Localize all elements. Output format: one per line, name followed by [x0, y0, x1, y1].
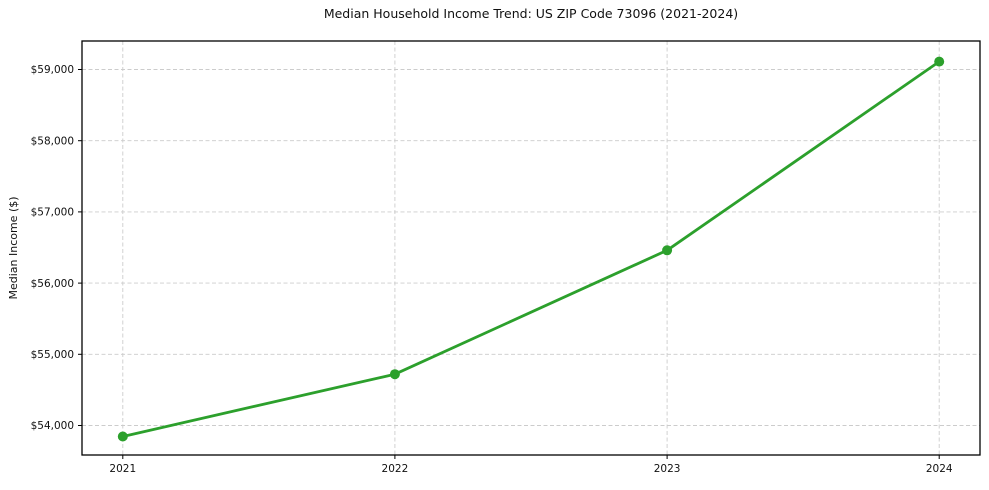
y-tick-label: $57,000 [31, 207, 74, 219]
data-point-marker [934, 56, 945, 67]
x-tick-label: 2024 [926, 463, 953, 475]
y-tick-label: $55,000 [31, 349, 74, 361]
data-point-marker [662, 245, 673, 256]
income-trend-line [121, 60, 941, 438]
y-tick-label: $54,000 [31, 420, 74, 432]
data-point-marker [117, 431, 128, 442]
y-tick-label: $59,000 [31, 64, 74, 76]
chart-title: Median Household Income Trend: US ZIP Co… [323, 6, 739, 21]
x-tick-label: 2022 [382, 463, 409, 475]
x-tick-label: 2023 [654, 463, 681, 475]
x-tick-label: 2021 [109, 463, 136, 475]
data-point-marker [389, 369, 400, 380]
y-tick-label: $58,000 [31, 135, 74, 147]
plot-border [81, 40, 981, 456]
y-tick-label: $56,000 [31, 278, 74, 290]
